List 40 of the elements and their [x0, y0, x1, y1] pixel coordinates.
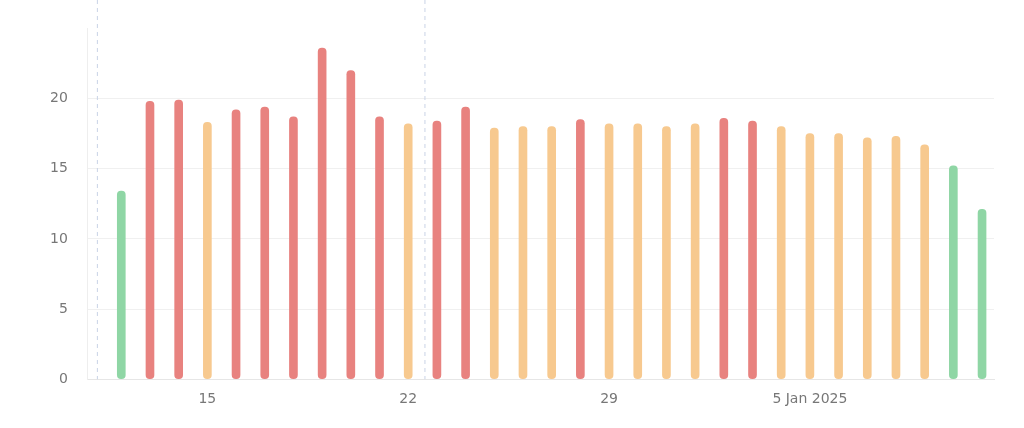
bar	[690, 123, 700, 380]
bar	[375, 116, 384, 380]
y-tick-label: 20	[49, 89, 68, 106]
bar	[461, 106, 470, 380]
bar	[662, 126, 671, 380]
bar	[547, 126, 556, 380]
bar	[920, 144, 929, 380]
bar	[518, 126, 528, 380]
x-tick-label: 22	[399, 390, 418, 407]
bar	[862, 137, 872, 380]
bar	[260, 106, 270, 380]
x-tick-label: 29	[600, 390, 618, 407]
bar	[432, 120, 442, 380]
bar	[317, 47, 327, 380]
bar	[949, 165, 958, 380]
bar	[576, 119, 585, 380]
bar	[203, 122, 212, 380]
bar	[633, 123, 643, 380]
bar	[604, 123, 614, 380]
bar	[403, 123, 413, 380]
bar	[748, 120, 757, 380]
y-tick-label: 15	[49, 159, 68, 176]
bar	[231, 109, 241, 380]
bar	[891, 136, 901, 380]
bar	[346, 70, 356, 380]
bar	[719, 117, 729, 380]
y-tick-label: 10	[49, 229, 68, 246]
bar	[776, 126, 786, 380]
y-tick-label: 0	[58, 369, 68, 386]
bar	[174, 99, 183, 380]
bar	[834, 133, 843, 380]
bar	[977, 209, 987, 380]
x-tick-label: 15	[198, 390, 217, 407]
x-tick-label: 5 Jan 2025	[772, 390, 848, 407]
bar	[805, 133, 815, 380]
bar	[289, 116, 298, 380]
bar	[489, 127, 499, 380]
y-tick-label: 5	[58, 299, 68, 316]
bar	[145, 101, 155, 380]
bar	[116, 190, 126, 380]
